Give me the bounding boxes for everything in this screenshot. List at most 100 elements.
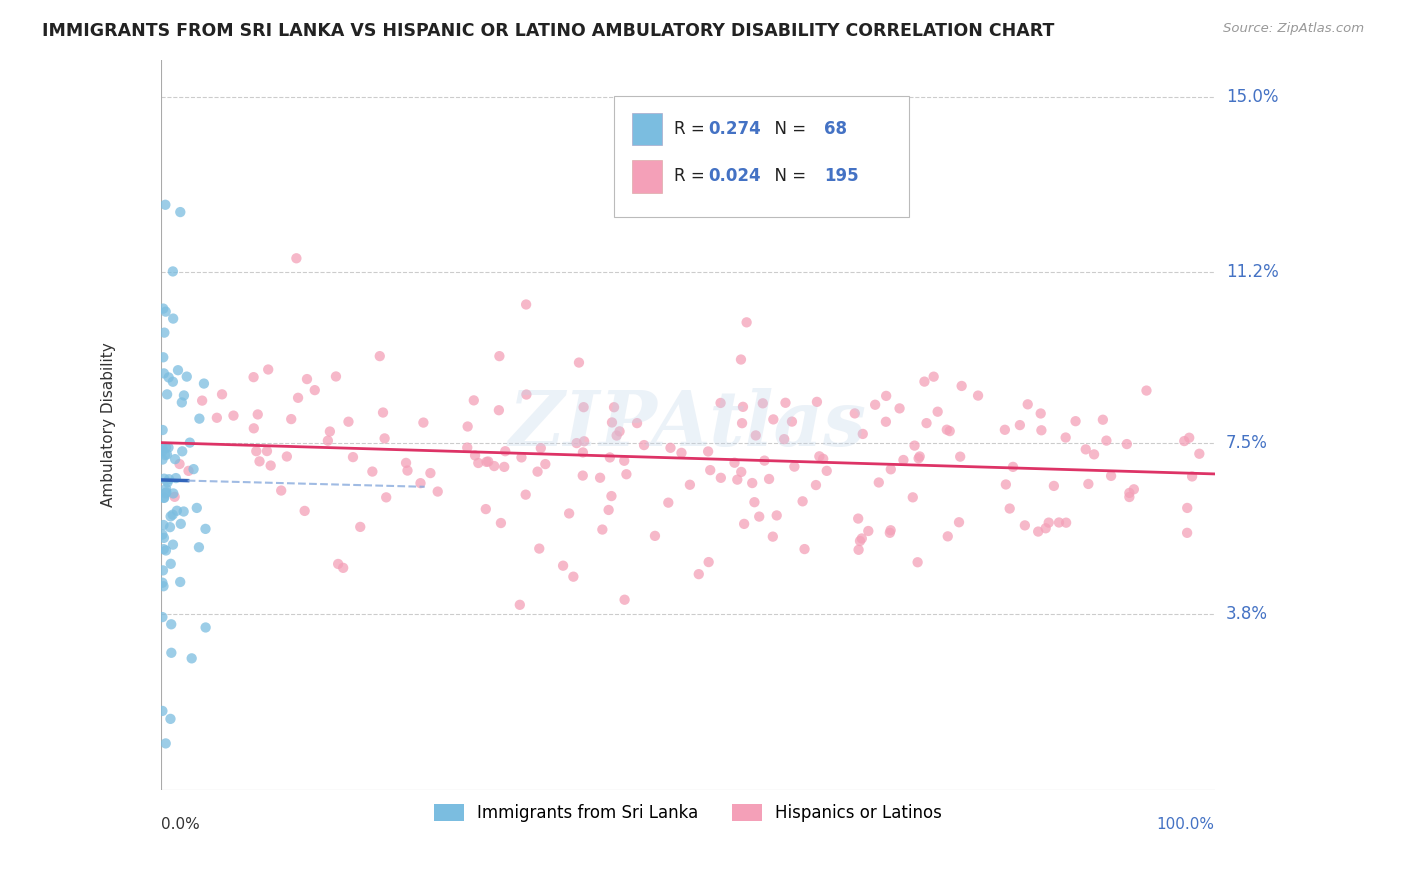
Point — [205, 410, 228, 425]
Point — [488, 403, 510, 417]
Point — [1054, 516, 1077, 530]
Point — [730, 465, 752, 479]
Point — [188, 411, 211, 425]
Point — [725, 473, 748, 487]
Point — [936, 529, 959, 543]
Point — [287, 391, 309, 405]
Point — [1026, 524, 1049, 539]
Point — [1074, 442, 1097, 457]
Point — [510, 450, 533, 465]
Point — [644, 529, 666, 543]
Point — [915, 416, 938, 430]
Point — [157, 441, 180, 455]
Point — [889, 401, 911, 416]
Point — [927, 405, 949, 419]
Point — [395, 456, 418, 470]
Point — [659, 441, 682, 455]
Point — [159, 520, 181, 534]
Point — [606, 428, 628, 442]
Point — [155, 198, 177, 212]
Point — [526, 465, 548, 479]
Point — [456, 441, 478, 455]
Point — [155, 485, 177, 500]
Point — [1029, 407, 1052, 421]
Point — [153, 448, 176, 462]
Text: N =: N = — [763, 120, 811, 138]
Point — [177, 464, 200, 478]
Point — [165, 471, 187, 485]
Point — [294, 504, 316, 518]
Point — [515, 297, 537, 311]
Point — [880, 462, 903, 476]
Point — [688, 567, 710, 582]
Point — [374, 431, 396, 445]
Point — [1014, 518, 1036, 533]
Point — [765, 508, 787, 523]
Point — [477, 454, 499, 468]
Point — [815, 464, 838, 478]
Point — [194, 620, 217, 634]
Point — [169, 574, 191, 589]
Point — [475, 455, 498, 469]
Point — [783, 459, 806, 474]
Point — [152, 527, 174, 541]
Point — [170, 395, 193, 409]
Point — [950, 379, 973, 393]
Point — [515, 387, 537, 401]
Point — [600, 416, 623, 430]
Point — [762, 530, 785, 544]
Point — [173, 504, 195, 518]
Point — [697, 555, 720, 569]
Point — [730, 352, 752, 367]
Point — [551, 558, 574, 573]
Point — [775, 396, 797, 410]
Point — [558, 507, 581, 521]
Point — [709, 396, 731, 410]
Point — [152, 423, 174, 437]
Text: 195: 195 — [824, 168, 859, 186]
Point — [912, 375, 935, 389]
Point — [1099, 469, 1122, 483]
Point — [162, 311, 184, 326]
Point — [1173, 434, 1195, 448]
Point — [222, 409, 245, 423]
Point — [155, 304, 177, 318]
Point — [600, 489, 623, 503]
Point — [1118, 490, 1140, 504]
Point — [949, 450, 972, 464]
Point — [172, 444, 194, 458]
Point — [565, 436, 588, 450]
Point — [243, 421, 266, 435]
Point — [599, 450, 621, 465]
Point — [285, 252, 308, 266]
Point — [907, 555, 929, 569]
Point — [571, 468, 593, 483]
Point — [457, 419, 479, 434]
Point — [699, 463, 721, 477]
Point — [849, 534, 872, 549]
Point — [710, 471, 733, 485]
Point — [375, 491, 398, 505]
Point — [530, 441, 553, 455]
Point — [1064, 414, 1087, 428]
Point — [152, 542, 174, 557]
Point — [316, 434, 339, 448]
Point — [494, 444, 516, 458]
Point — [908, 450, 931, 464]
Point — [613, 592, 636, 607]
Point — [1008, 418, 1031, 433]
Point — [153, 491, 176, 505]
Point — [332, 561, 354, 575]
Point — [152, 441, 174, 455]
Point — [276, 450, 298, 464]
Point — [609, 425, 631, 439]
Point — [697, 444, 720, 458]
Point — [1118, 486, 1140, 500]
Point — [616, 467, 638, 482]
Point — [758, 472, 780, 486]
Point — [169, 457, 191, 471]
Point — [464, 449, 486, 463]
Point — [752, 396, 775, 410]
Point — [152, 704, 174, 718]
Point — [844, 406, 866, 420]
